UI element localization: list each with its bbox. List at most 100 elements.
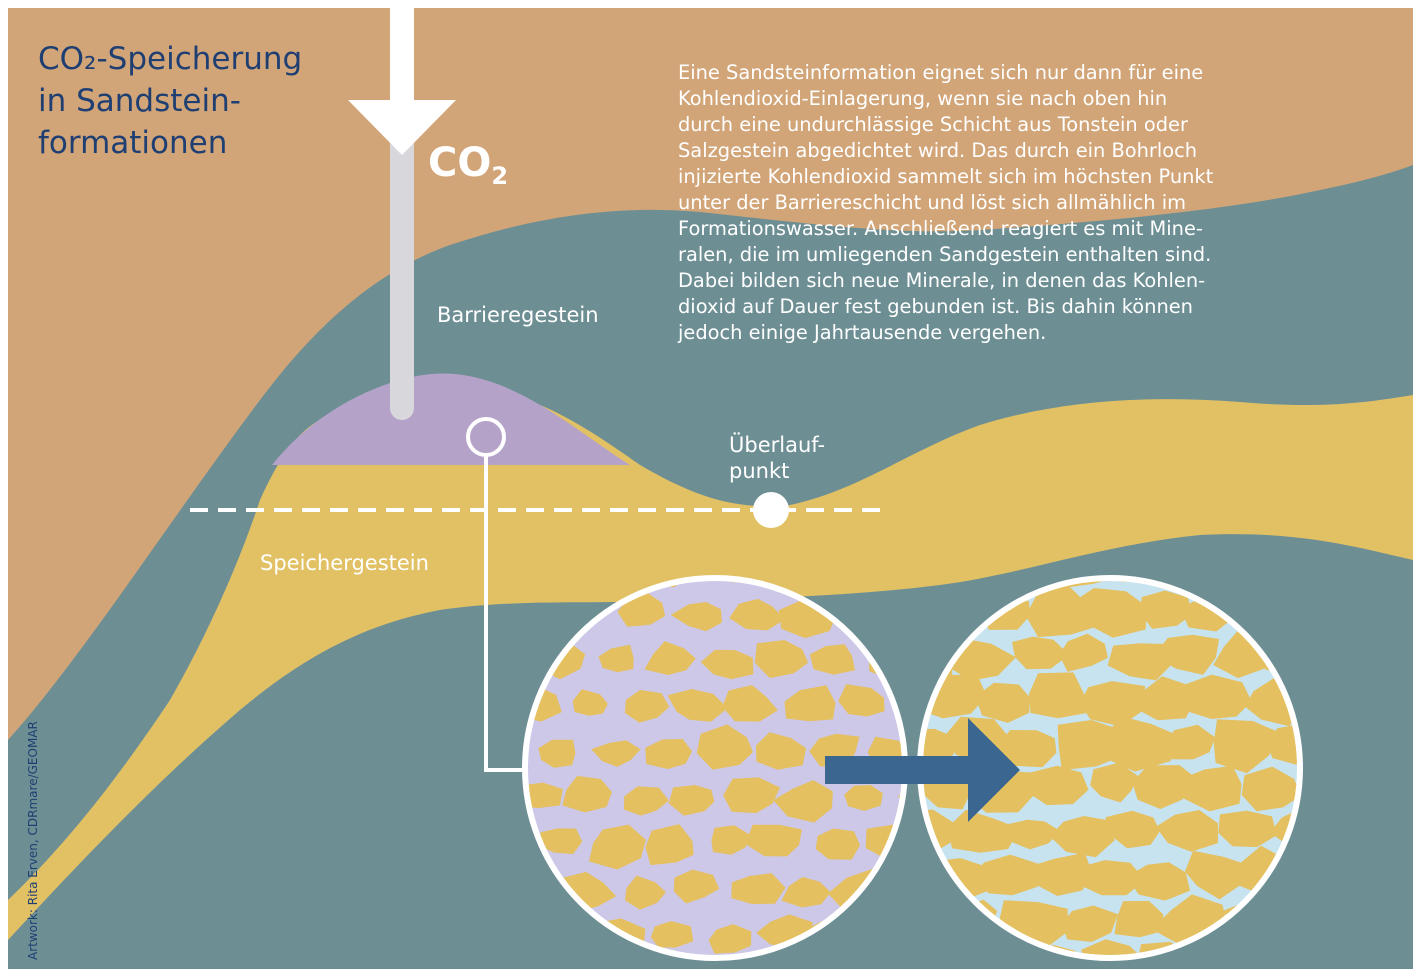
sand-grain [731, 873, 786, 904]
sand-grain [591, 740, 641, 767]
sand-grain [809, 644, 856, 675]
sand-grain [1181, 765, 1242, 812]
sand-grain [1062, 905, 1119, 942]
title-line-1: CO₂-Speicherung [38, 41, 303, 77]
description-line: unter der Barriereschicht und löst sich … [678, 191, 1187, 214]
sand-grain [1134, 676, 1195, 721]
sand-grain [1218, 810, 1277, 848]
sand-grain [538, 828, 583, 855]
sand-grain [711, 825, 750, 855]
right-arrow-icon [825, 718, 1020, 822]
sand-grain [722, 685, 778, 722]
sand-grain [644, 641, 696, 675]
sand-grain [1059, 633, 1108, 672]
sand-grain [673, 869, 720, 904]
sand-grain [650, 921, 694, 948]
sand-grain [1025, 584, 1103, 638]
description-line: ralen, die im umliegenden Sandgestein en… [678, 243, 1212, 266]
sand-grain [1067, 588, 1147, 638]
sand-grain [700, 649, 754, 680]
sand-grain [1081, 939, 1145, 958]
sand-grain [969, 854, 1040, 896]
sand-grain [538, 739, 576, 768]
page-title: CO₂-Speicherung in Sandstein- formatione… [38, 38, 302, 164]
sand-grain [784, 685, 836, 722]
description-line: Formationswasser. Anschließend reagiert … [678, 217, 1203, 240]
overflow-point-label-1: Überlauf- [729, 433, 826, 457]
sand-grain [1266, 723, 1300, 765]
description-line: Eine Sandsteinformation eignet sich nur … [678, 61, 1204, 84]
sand-grain [572, 689, 608, 716]
sand-grain [1132, 765, 1203, 809]
sand-grain [1104, 716, 1180, 772]
sand-grain [1153, 634, 1220, 675]
sand-grain [947, 809, 1020, 853]
sand-grain [598, 644, 634, 673]
sand-grain [844, 785, 883, 811]
sand-grain [1003, 819, 1061, 850]
sand-grain [838, 684, 885, 717]
description-line: jedoch einige Jahrtausende vergehen. [678, 321, 1047, 344]
description-line: dioxid auf Dauer fest gebunden ist. Bis … [678, 295, 1193, 318]
sand-grain [667, 689, 728, 722]
sand-grain [708, 924, 752, 954]
sand-grain [1184, 850, 1249, 900]
sand-grain [729, 598, 785, 631]
sand-grain [1213, 719, 1284, 774]
description-line: injizierte Kohlendioxid sammelt sich im … [678, 165, 1214, 188]
overflow-point-label-2: punkt [729, 459, 790, 483]
sand-grain [1107, 643, 1172, 681]
sand-grain [645, 824, 694, 866]
sand-grain [723, 777, 781, 814]
sand-grain [562, 775, 612, 813]
sand-grain [1080, 860, 1145, 896]
sand-grain [1167, 724, 1216, 760]
sand-grain [951, 639, 1016, 681]
description-text: Eine Sandsteinformation eignet sich nur … [678, 60, 1398, 346]
sand-grain [1027, 765, 1089, 806]
sand-grain [668, 785, 715, 816]
circle-marker-icon [753, 492, 789, 528]
sand-grain [1028, 672, 1087, 719]
co2-subscript: 2 [491, 162, 509, 190]
co2-text: CO [428, 140, 492, 186]
sand-grain [815, 828, 860, 860]
sand-grain [588, 824, 646, 870]
sand-grain [1241, 766, 1300, 812]
barrier-rock-label: Barrieregestein [437, 303, 599, 327]
sand-grain [623, 786, 669, 816]
sand-grain [781, 877, 831, 908]
storage-rock-label: Speichergestein [260, 551, 429, 575]
description-line: Salzgestein abgedichtet wird. Das durch … [678, 139, 1198, 162]
down-arrow-icon [348, 8, 456, 155]
description-line: Kohlendioxid-Einlagerung, wenn sie nach … [678, 87, 1168, 110]
sand-grain [1114, 900, 1164, 938]
sand-grain [1079, 681, 1146, 727]
sand-grain [1050, 816, 1115, 858]
sand-grain [1029, 852, 1093, 896]
artwork-credit: Artwork: Rita Erven, CDRmare/GEOMAR [26, 721, 40, 960]
sand-grain [1105, 810, 1160, 849]
sand-grain [1179, 674, 1252, 719]
sand-grain [754, 640, 809, 679]
description-line: Dabei bilden sich neue Minerale, in dene… [678, 269, 1206, 292]
sample-connector [484, 455, 535, 772]
sand-grain [773, 780, 833, 823]
description-line: durch eine undurchlässige Schicht aus To… [678, 113, 1188, 136]
title-line-2: in Sandstein- [38, 83, 241, 119]
sand-grain [1090, 762, 1138, 803]
sand-grain [670, 602, 722, 632]
sand-grain [1155, 810, 1218, 852]
sand-grain [624, 689, 670, 723]
sand-grain [1140, 590, 1193, 629]
sand-grain [1012, 636, 1070, 670]
co2-plume [272, 373, 630, 465]
sand-grain [696, 724, 753, 770]
storage-rock-layer [8, 383, 1413, 940]
sand-grain [1126, 862, 1191, 901]
co2-label: CO2 [428, 140, 508, 190]
ring-marker-icon [466, 417, 506, 457]
sand-grain [645, 738, 693, 769]
sand-grain [624, 875, 666, 910]
